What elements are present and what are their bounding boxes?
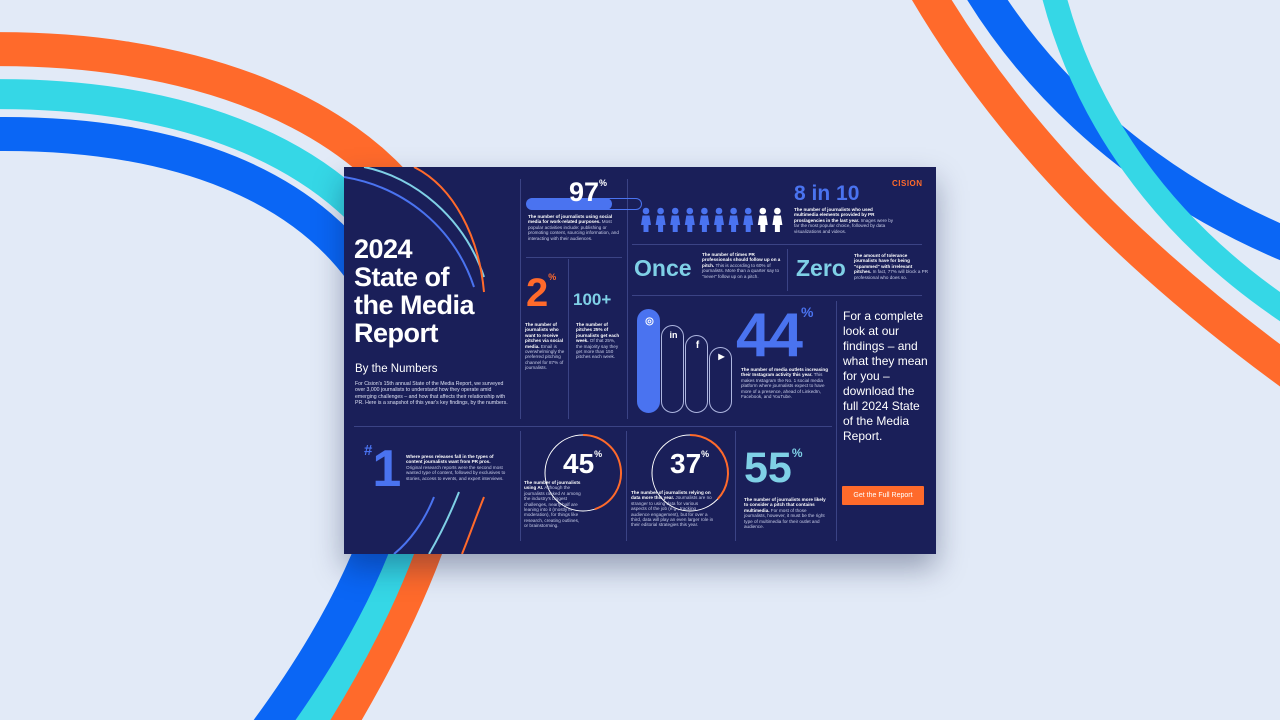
stat-44-caption: The number of media outlets increasing t…	[741, 367, 829, 400]
person-icon	[670, 207, 681, 232]
gauge-arc	[689, 434, 729, 500]
person-icon	[772, 207, 783, 232]
pill-linkedin: in	[661, 325, 684, 413]
stat-44-value: 44%	[736, 301, 814, 370]
gauge-arc	[582, 434, 622, 511]
report-title: 2024 State of the Media Report	[354, 234, 475, 348]
person-icon	[728, 207, 739, 232]
stat-once-caption: The number of times PR professionals sho…	[702, 252, 781, 279]
stat-37-caption: The number of journalists relying on dat…	[631, 490, 714, 528]
stat-45-value: 45%	[563, 448, 603, 479]
person-icon	[684, 207, 695, 232]
person-icon	[714, 207, 724, 232]
stat-100-value: 100+	[573, 290, 612, 309]
person-icon	[743, 207, 754, 232]
person-icon	[655, 207, 666, 232]
report-intro: For Cision's 15th annual State of the Me…	[355, 381, 508, 406]
card-decoration	[344, 167, 485, 554]
blue-swoosh-left	[0, 117, 421, 720]
stat-2-caption: The number of journalists who want to re…	[525, 322, 565, 371]
orange-swoosh-right	[912, 0, 1280, 387]
stat-97-track	[527, 198, 642, 210]
stat-45-caption: The number of journalists using AI. Alth…	[524, 480, 581, 529]
stat-55-value: 55%	[744, 444, 803, 492]
stat-55-caption: The number of journalists more likely to…	[744, 497, 826, 530]
person-icon	[757, 207, 768, 232]
facebook-icon: f	[695, 340, 700, 351]
gauge-45	[544, 434, 622, 512]
stat-100-caption: The number of pitches 25% of journalists…	[576, 322, 620, 360]
stat-2-value: 2%	[526, 271, 557, 315]
pill-instagram: ◎	[637, 309, 660, 413]
gauge-37	[651, 434, 729, 512]
person-icon	[699, 207, 710, 232]
stat-zero-caption: The amount of tolerance journalists have…	[854, 253, 929, 280]
cision-logo: CISION	[892, 179, 923, 188]
pill-youtube: ▶	[709, 347, 732, 413]
instagram-icon: ◎	[645, 316, 654, 327]
infographic-card: CISION 2024 State of the Media Report By…	[344, 167, 936, 554]
stat-37-value: 37%	[670, 448, 710, 479]
stat-97-bar	[526, 198, 612, 210]
stat-97-caption: The number of journalists using social m…	[528, 214, 619, 241]
youtube-icon: ▶	[718, 352, 725, 361]
linkedin-icon: in	[669, 330, 678, 340]
person-icon	[641, 207, 651, 232]
people-icons	[641, 207, 783, 232]
stat-8in10-caption: The number of journalists who used multi…	[794, 207, 894, 234]
stat-97-value: 97%	[569, 177, 608, 207]
stat-zero-value: Zero	[796, 255, 846, 281]
cta-text: For a complete look at our findings – an…	[843, 309, 928, 443]
pill-facebook: f	[685, 335, 708, 413]
stat-1-caption: Where press releases fall in the types o…	[406, 454, 506, 481]
report-subtitle: By the Numbers	[355, 363, 438, 375]
cyan-swoosh-right	[1042, 0, 1280, 322]
stat-once-value: Once	[634, 255, 692, 281]
get-full-report-button[interactable]: Get the Full Report	[842, 486, 924, 505]
stat-1-value: #1	[364, 440, 402, 498]
social-pills: ◎ in f ▶	[636, 309, 736, 414]
stat-8in10-value: 8 in 10	[794, 182, 860, 205]
